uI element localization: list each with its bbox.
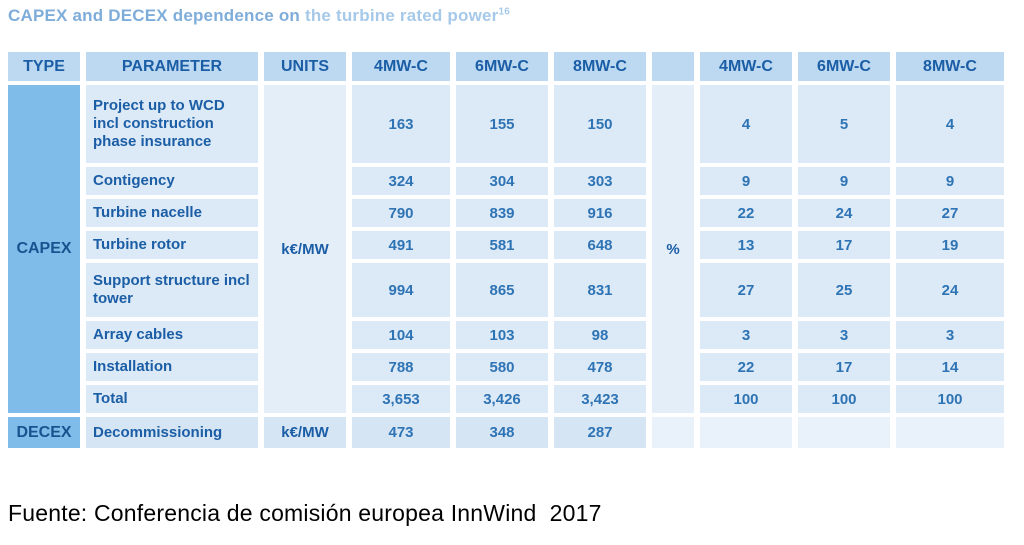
page-title: CAPEX and DECEX dependence on the turbin…: [8, 6, 510, 26]
pct-cell: 100: [896, 385, 1004, 413]
value-cell: 304: [456, 167, 548, 195]
value-cell: 163: [352, 85, 450, 163]
title-footnote-ref: 16: [498, 6, 510, 18]
empty-pct-cell: [798, 417, 890, 448]
value-cell: 580: [456, 353, 548, 381]
pct-cell: 9: [700, 167, 792, 195]
pct-cell: 9: [798, 167, 890, 195]
table-row: Contigency 324 304 303 9 9 9: [8, 167, 1004, 195]
value-cell: 3,426: [456, 385, 548, 413]
table-row: Installation 788 580 478 22 17 14: [8, 353, 1004, 381]
header-parameter: PARAMETER: [86, 52, 258, 81]
capex-units-cell: k€/MW: [264, 85, 346, 413]
value-cell: 790: [352, 199, 450, 227]
pct-cell: 25: [798, 263, 890, 317]
header-type: TYPE: [8, 52, 80, 81]
value-cell: 348: [456, 417, 548, 448]
pct-cell: 22: [700, 353, 792, 381]
param-cell: Installation: [86, 353, 258, 381]
pct-cell: 19: [896, 231, 1004, 259]
capex-type-cell: CAPEX: [8, 85, 80, 413]
value-cell: 473: [352, 417, 450, 448]
pct-cell: 13: [700, 231, 792, 259]
header-abs-4mw: 4MW-C: [352, 52, 450, 81]
table-row-decex: DECEX Decommissioning k€/MW 473 348 287: [8, 417, 1004, 448]
value-cell: 324: [352, 167, 450, 195]
param-cell: Array cables: [86, 321, 258, 349]
source-citation: Fuente: Conferencia de comisión europea …: [8, 500, 602, 526]
value-cell: 581: [456, 231, 548, 259]
empty-pct-cell: [896, 417, 1004, 448]
header-row: TYPE PARAMETER UNITS 4MW-C 6MW-C 8MW-C 4…: [8, 52, 1004, 81]
header-abs-8mw: 8MW-C: [554, 52, 646, 81]
empty-pct-cell: [700, 417, 792, 448]
value-cell: 994: [352, 263, 450, 317]
header-pct-4mw: 4MW-C: [700, 52, 792, 81]
pct-cell: 17: [798, 353, 890, 381]
pct-cell: 24: [896, 263, 1004, 317]
param-cell: Support structure incl tower: [86, 263, 258, 317]
pct-cell: 9: [896, 167, 1004, 195]
param-cell: Contigency: [86, 167, 258, 195]
header-pct-6mw: 6MW-C: [798, 52, 890, 81]
value-cell: 478: [554, 353, 646, 381]
pct-cell: 100: [700, 385, 792, 413]
pct-cell: 27: [700, 263, 792, 317]
value-cell: 155: [456, 85, 548, 163]
pct-cell: 3: [700, 321, 792, 349]
pct-cell: 5: [798, 85, 890, 163]
pct-cell: 4: [896, 85, 1004, 163]
table-row: Turbine rotor 491 581 648 13 17 19: [8, 231, 1004, 259]
pct-cell: 24: [798, 199, 890, 227]
pct-cell: 100: [798, 385, 890, 413]
title-bold-segment: CAPEX and DECEX dependence on: [8, 6, 305, 25]
param-cell: Decommissioning: [86, 417, 258, 448]
pct-cell: 3: [896, 321, 1004, 349]
table-row: Total 3,653 3,426 3,423 100 100 100: [8, 385, 1004, 413]
table-row: Support structure incl tower 994 865 831…: [8, 263, 1004, 317]
header-pct-8mw: 8MW-C: [896, 52, 1004, 81]
empty-spacer-cell: [652, 417, 694, 448]
capex-decex-table: TYPE PARAMETER UNITS 4MW-C 6MW-C 8MW-C 4…: [2, 48, 1010, 452]
pct-cell: 3: [798, 321, 890, 349]
header-abs-6mw: 6MW-C: [456, 52, 548, 81]
param-cell: Turbine rotor: [86, 231, 258, 259]
table-row: Array cables 104 103 98 3 3 3: [8, 321, 1004, 349]
param-cell: Project up to WCD incl construction phas…: [86, 85, 258, 163]
decex-units-cell: k€/MW: [264, 417, 346, 448]
header-units: UNITS: [264, 52, 346, 81]
pct-cell: 17: [798, 231, 890, 259]
pct-cell: 27: [896, 199, 1004, 227]
pct-cell: 14: [896, 353, 1004, 381]
title-light-segment: the turbine rated power: [304, 6, 499, 25]
value-cell: 104: [352, 321, 450, 349]
header-spacer: [652, 52, 694, 81]
param-cell: Turbine nacelle: [86, 199, 258, 227]
table-row: Turbine nacelle 790 839 916 22 24 27: [8, 199, 1004, 227]
pct-cell: 22: [700, 199, 792, 227]
value-cell: 150: [554, 85, 646, 163]
value-cell: 287: [554, 417, 646, 448]
value-cell: 916: [554, 199, 646, 227]
param-cell: Total: [86, 385, 258, 413]
value-cell: 3,653: [352, 385, 450, 413]
value-cell: 788: [352, 353, 450, 381]
capex-percent-cell: %: [652, 85, 694, 413]
value-cell: 103: [456, 321, 548, 349]
value-cell: 648: [554, 231, 646, 259]
table-row: CAPEX Project up to WCD incl constructio…: [8, 85, 1004, 413]
value-cell: 831: [554, 263, 646, 317]
value-cell: 491: [352, 231, 450, 259]
value-cell: 3,423: [554, 385, 646, 413]
value-cell: 303: [554, 167, 646, 195]
pct-cell: 4: [700, 85, 792, 163]
decex-type-cell: DECEX: [8, 417, 80, 448]
value-cell: 98: [554, 321, 646, 349]
value-cell: 839: [456, 199, 548, 227]
value-cell: 865: [456, 263, 548, 317]
